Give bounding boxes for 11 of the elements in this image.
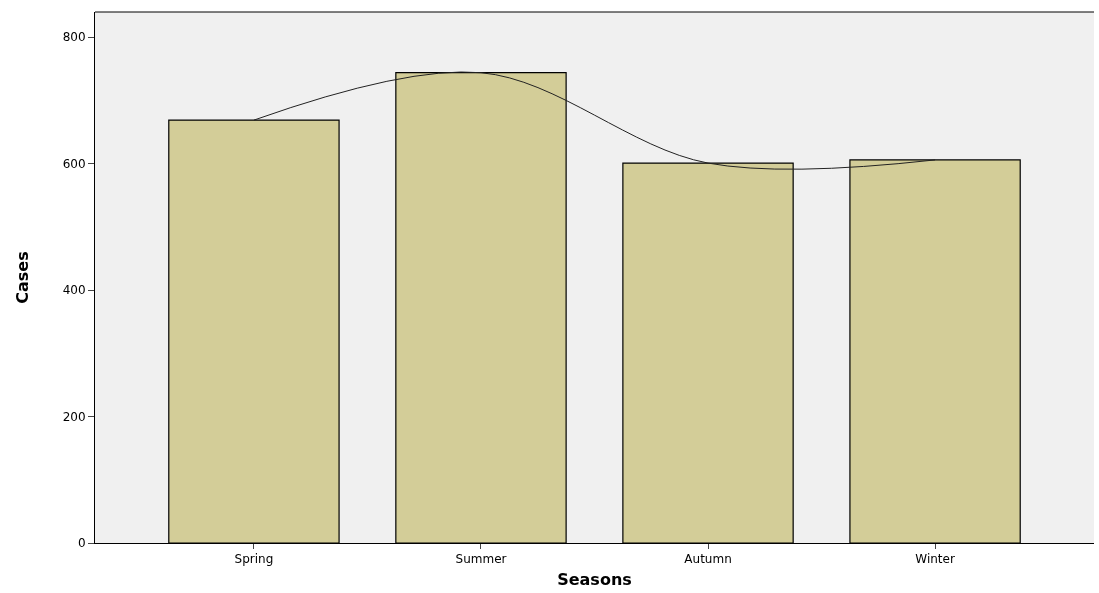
- y-tick-label: 200: [62, 409, 86, 424]
- y-tick-label: 600: [62, 156, 86, 171]
- y-axis-title: Cases: [12, 251, 32, 304]
- y-tick-label: 800: [62, 30, 86, 45]
- x-tick-label: Summer: [455, 552, 507, 567]
- x-axis-title: Seasons: [557, 570, 632, 590]
- y-tick-label: 400: [62, 283, 86, 298]
- x-tick-label: Autumn: [684, 552, 732, 567]
- x-tick-label: Spring: [234, 552, 274, 567]
- x-tick-label: Winter: [915, 552, 955, 567]
- y-tick-label: 0: [77, 536, 86, 551]
